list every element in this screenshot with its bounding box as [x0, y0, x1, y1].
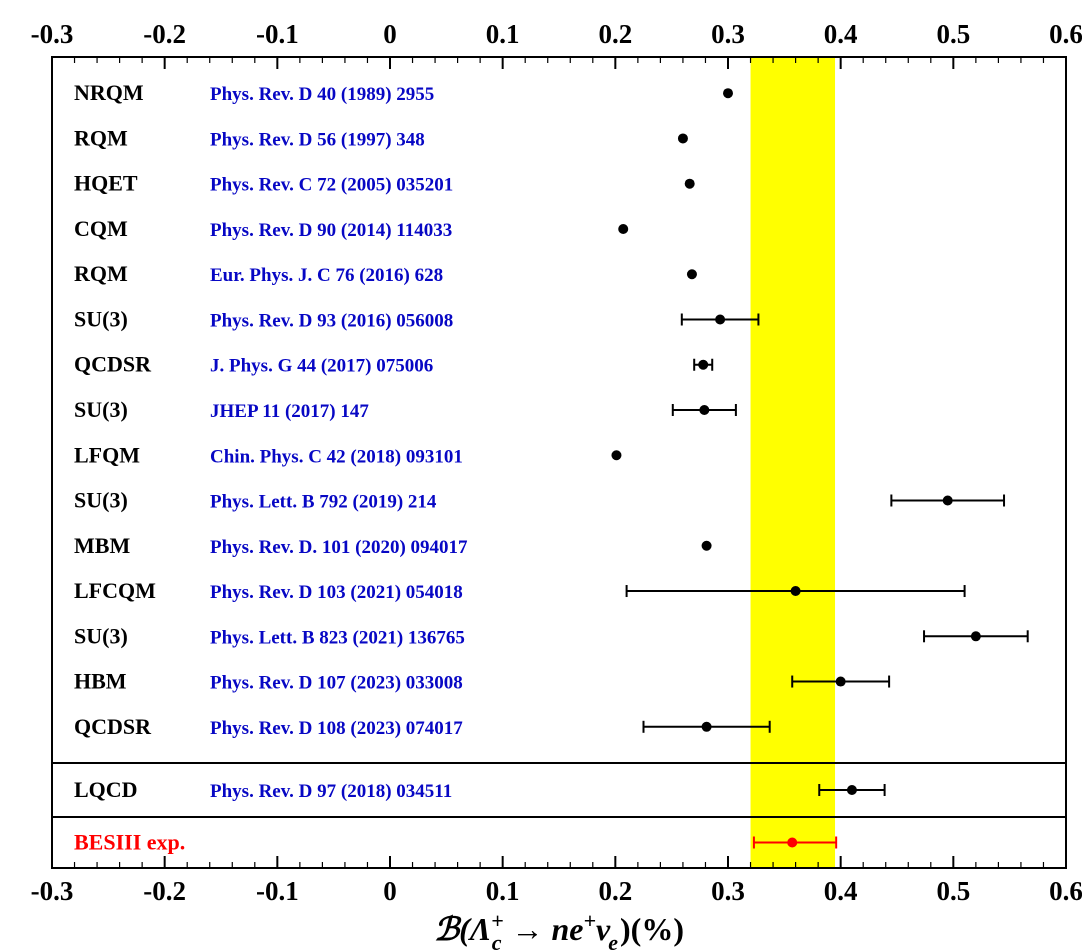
model-label: NRQM — [74, 80, 144, 105]
reference-label: Eur. Phys. J. C 76 (2016) 628 — [210, 265, 443, 286]
xtick-label-bottom: 0 — [383, 876, 397, 906]
reference-label: Phys. Lett. B 792 (2019) 214 — [210, 492, 437, 513]
model-label: MBM — [74, 533, 130, 558]
reference-label: Phys. Rev. D. 101 (2020) 094017 — [210, 537, 468, 558]
model-label: RQM — [74, 261, 128, 286]
xtick-label-top: 0.4 — [824, 19, 858, 49]
reference-label: Phys. Lett. B 823 (2021) 136765 — [210, 627, 465, 648]
chart-container: NRQM Phys. Rev. D 40 (1989) 2955 RQM Phys. … — [0, 0, 1082, 951]
model-label: LQCD — [74, 777, 138, 802]
xtick-label-top: 0.2 — [598, 19, 632, 49]
model-label: QCDSR — [74, 714, 152, 739]
model-label: SU(3) — [74, 306, 128, 331]
xtick-label-bottom: 0.3 — [711, 876, 745, 906]
reference-label: Phys. Rev. D 40 (1989) 2955 — [210, 84, 434, 105]
model-label: HQET — [74, 171, 138, 196]
model-label: LFQM — [74, 442, 140, 467]
xtick-label-top: 0.6 — [1049, 19, 1082, 49]
xtick-label-bottom: -0.3 — [31, 876, 74, 906]
reference-label: J. Phys. G 44 (2017) 075006 — [210, 356, 433, 377]
xtick-label-top: -0.2 — [143, 19, 186, 49]
xtick-label-top: 0.3 — [711, 19, 745, 49]
reference-label: JHEP 11 (2017) 147 — [210, 401, 369, 422]
xtick-label-bottom: -0.1 — [256, 876, 299, 906]
xtick-label-bottom: -0.2 — [143, 876, 186, 906]
forest-plot: NRQM Phys. Rev. D 40 (1989) 2955 RQM Phys. … — [0, 0, 1082, 951]
model-label: RQM — [74, 125, 128, 150]
reference-label: Phys. Rev. D 56 (1997) 348 — [210, 129, 425, 150]
uncertainty-band — [751, 57, 836, 868]
model-label: CQM — [74, 216, 128, 241]
model-label: SU(3) — [74, 397, 128, 422]
model-label: QCDSR — [74, 352, 152, 377]
xtick-label-bottom: 0.4 — [824, 876, 858, 906]
model-label: LFCQM — [74, 578, 156, 603]
model-label: SU(3) — [74, 488, 128, 513]
xtick-label-bottom: 0.2 — [598, 876, 632, 906]
reference-label: Phys. Rev. D 97 (2018) 034511 — [210, 781, 452, 802]
model-label: HBM — [74, 669, 127, 694]
xtick-label-bottom: 0.1 — [486, 876, 520, 906]
reference-label: Phys. Rev. D 108 (2023) 074017 — [210, 718, 463, 739]
x-axis-label: ℬ(Λ+c → ne+νe)(%) — [434, 908, 684, 951]
besiii-label: BESIII exp. — [74, 830, 185, 855]
xtick-label-bottom: 0.6 — [1049, 876, 1082, 906]
xtick-label-top: 0.1 — [486, 19, 520, 49]
xtick-label-top: 0.5 — [936, 19, 970, 49]
xtick-label-top: 0 — [383, 19, 397, 49]
reference-label: Phys. Rev. D 103 (2021) 054018 — [210, 582, 463, 603]
reference-label: Phys. Rev. D 107 (2023) 033008 — [210, 673, 463, 694]
reference-label: Chin. Phys. C 42 (2018) 093101 — [210, 446, 463, 467]
reference-label: Phys. Rev. D 93 (2016) 056008 — [210, 310, 453, 331]
xtick-label-top: -0.1 — [256, 19, 299, 49]
reference-label: Phys. Rev. D 90 (2014) 114033 — [210, 220, 452, 241]
xtick-label-top: -0.3 — [31, 19, 74, 49]
reference-label: Phys. Rev. C 72 (2005) 035201 — [210, 175, 453, 196]
xtick-label-bottom: 0.5 — [936, 876, 970, 906]
model-label: SU(3) — [74, 623, 128, 648]
